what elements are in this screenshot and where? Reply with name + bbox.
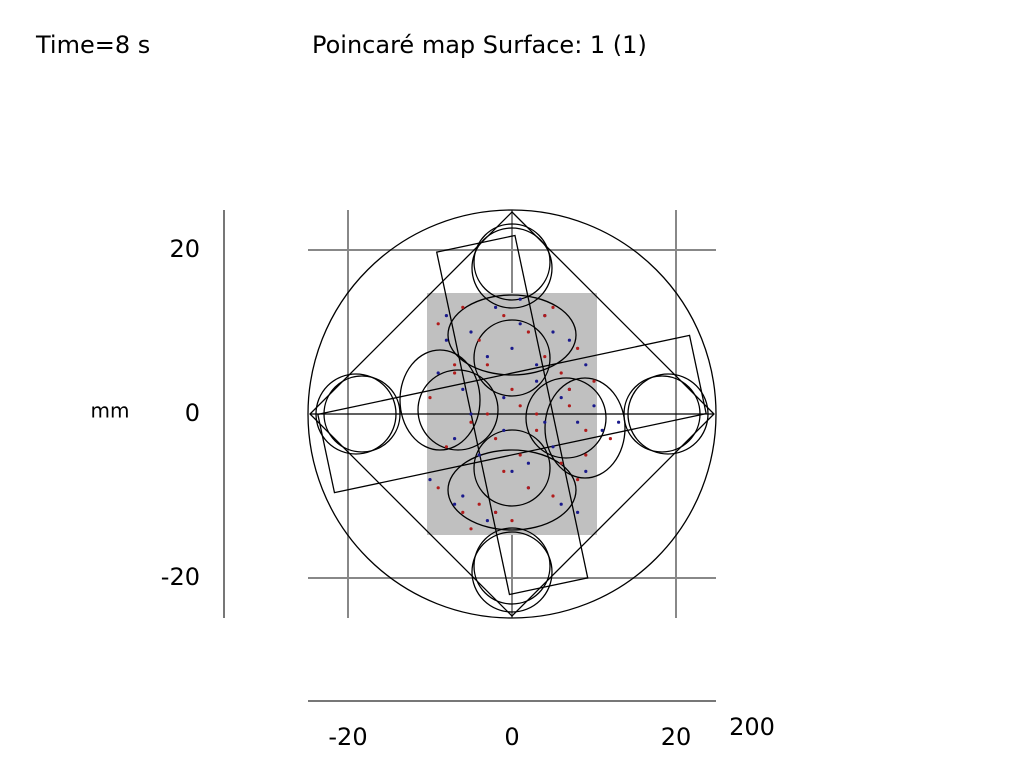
point	[444, 314, 448, 318]
point	[551, 494, 555, 498]
y-tick-label: 0	[185, 399, 200, 427]
point	[535, 428, 539, 432]
point	[444, 338, 448, 342]
time-label: Time=8 s	[35, 31, 150, 59]
point	[543, 355, 547, 359]
point	[436, 322, 440, 326]
point	[494, 510, 498, 514]
point	[502, 396, 506, 400]
y-tick-label: 20	[169, 235, 200, 263]
point	[461, 510, 465, 514]
point	[461, 387, 465, 391]
point	[477, 453, 481, 457]
point	[559, 502, 563, 506]
point	[510, 469, 514, 473]
chart-title: Poincaré map Surface: 1 (1)	[312, 31, 647, 59]
point	[576, 510, 580, 514]
point	[485, 355, 489, 359]
point	[526, 461, 531, 465]
point	[584, 363, 588, 367]
point	[510, 387, 514, 391]
point	[453, 502, 457, 506]
point	[469, 412, 473, 416]
point	[584, 428, 588, 432]
point	[502, 469, 506, 473]
point	[617, 420, 621, 424]
point	[494, 437, 498, 441]
point	[551, 330, 555, 334]
point	[453, 437, 457, 441]
point	[567, 338, 572, 342]
point	[510, 519, 514, 523]
point	[567, 387, 572, 391]
y-tick-label: -20	[161, 563, 200, 591]
point	[469, 420, 473, 424]
point	[469, 330, 473, 334]
point	[518, 404, 522, 408]
point	[584, 453, 588, 457]
point	[551, 305, 555, 309]
x-tick-label: 0	[504, 723, 519, 751]
point	[567, 404, 572, 408]
point	[510, 346, 514, 350]
point	[461, 494, 465, 498]
point	[559, 396, 563, 400]
point	[461, 305, 465, 309]
point	[559, 461, 563, 465]
point	[428, 396, 432, 400]
point	[469, 527, 473, 531]
point	[576, 420, 580, 424]
point	[608, 437, 613, 441]
point	[518, 297, 522, 301]
z-label: 200	[729, 713, 775, 741]
geometry	[307, 209, 717, 619]
point	[551, 445, 555, 449]
x-tick-label: 20	[661, 723, 692, 751]
point	[559, 371, 563, 375]
point	[518, 322, 522, 326]
point	[428, 478, 432, 482]
point	[535, 379, 539, 383]
point	[535, 412, 539, 416]
point	[543, 314, 547, 318]
x-tick-label: -20	[328, 723, 367, 751]
point	[485, 412, 489, 416]
point	[477, 502, 481, 506]
point	[592, 404, 596, 408]
y-unit: mm	[91, 399, 130, 423]
point	[485, 363, 489, 367]
point	[576, 346, 580, 350]
point	[526, 486, 531, 490]
point	[436, 486, 440, 490]
point	[453, 371, 457, 375]
point	[477, 338, 481, 342]
point	[502, 428, 506, 432]
point	[453, 363, 457, 367]
point	[436, 371, 440, 375]
point	[576, 478, 580, 482]
point	[502, 314, 506, 318]
point	[526, 330, 531, 334]
point	[518, 453, 522, 457]
point	[485, 519, 489, 523]
point	[600, 428, 604, 432]
point	[543, 420, 547, 424]
point	[444, 445, 448, 449]
point	[535, 363, 539, 367]
point	[592, 379, 596, 383]
point	[584, 469, 588, 473]
point	[494, 305, 498, 309]
